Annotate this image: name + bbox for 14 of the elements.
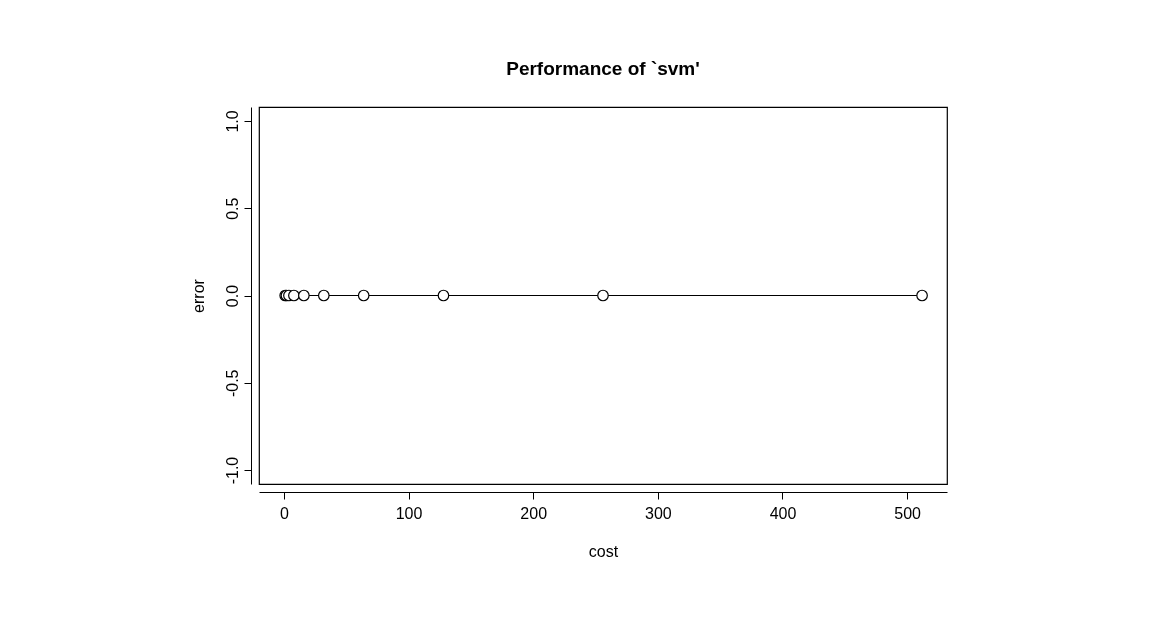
x-tick-label: 300 — [644, 504, 672, 522]
x-tick-label: 100 — [395, 504, 423, 522]
y-tick-label: -1.0 — [223, 456, 241, 485]
y-tick-label: -0.5 — [223, 369, 241, 398]
y-tick-label: 1.0 — [223, 110, 241, 133]
x-tick-label: 500 — [894, 504, 922, 522]
y-tick-label: 0.5 — [223, 197, 241, 220]
x-tick-label: 400 — [769, 504, 797, 522]
y-tick-label: 0.0 — [223, 284, 241, 308]
x-tick-label: 200 — [520, 504, 548, 522]
y-axis-title: error — [189, 278, 207, 313]
x-tick-label: 0 — [279, 504, 289, 522]
chart-title: Performance of `svm' — [506, 58, 700, 79]
x-axis-title: cost — [588, 542, 619, 560]
